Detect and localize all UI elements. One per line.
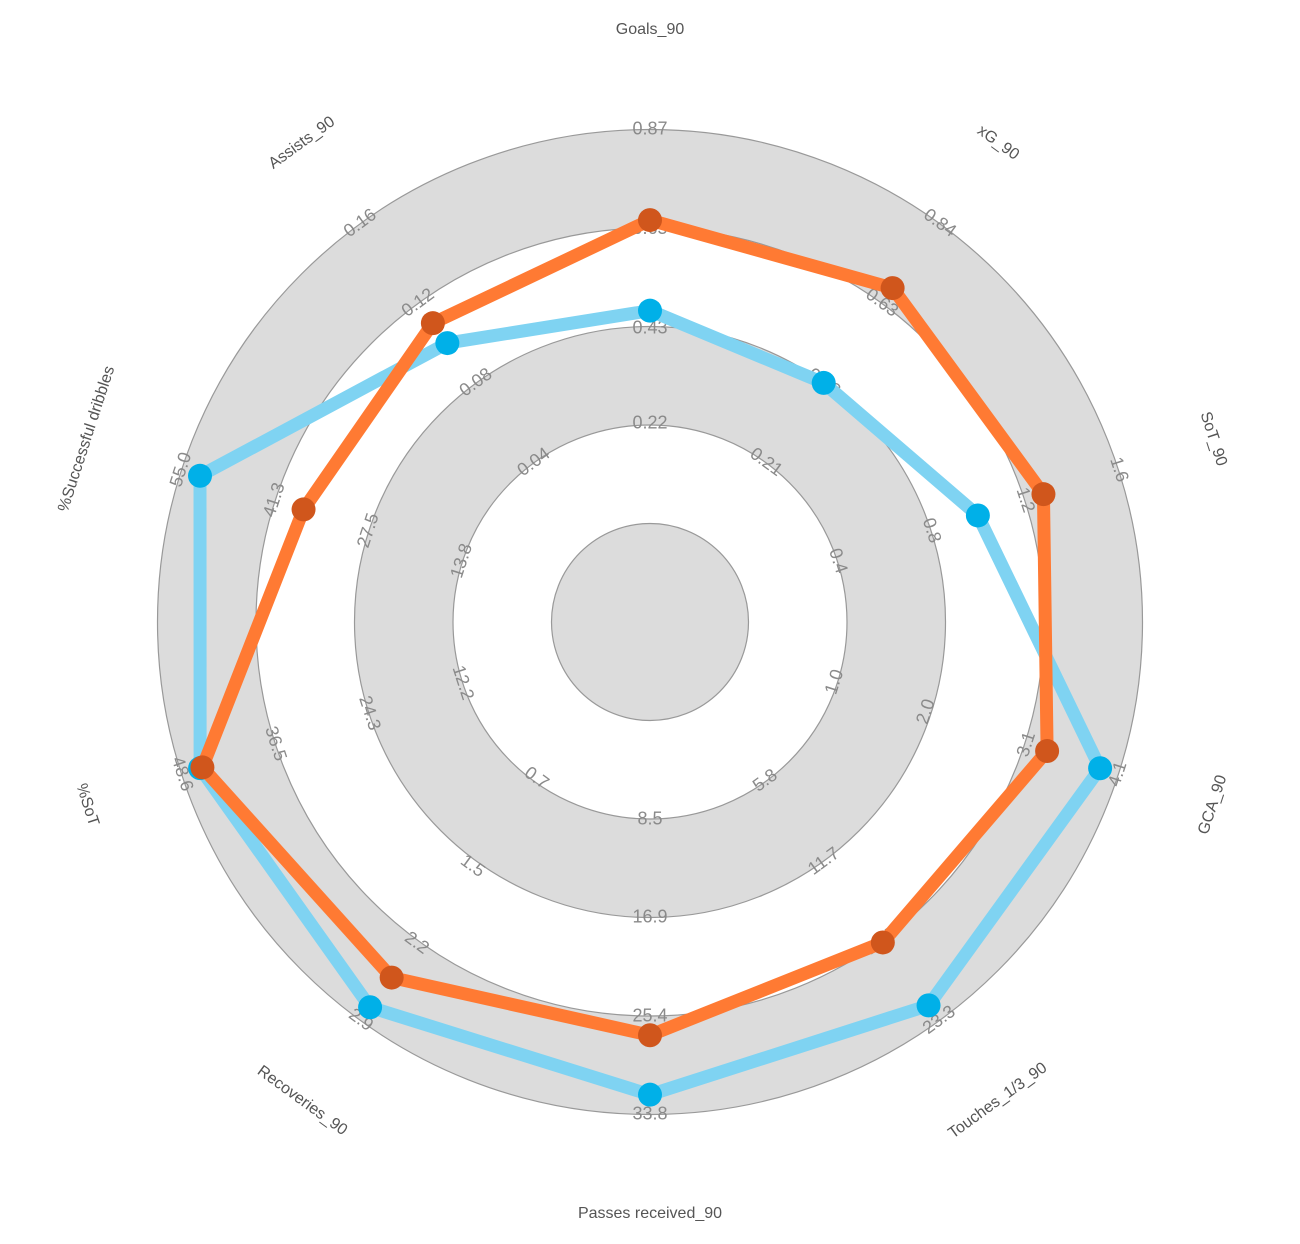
point (1088, 756, 1113, 781)
point (190, 755, 215, 780)
point (880, 276, 905, 301)
point (811, 370, 836, 395)
point (358, 995, 383, 1020)
tick-label: 0.87 (632, 118, 667, 138)
point (965, 503, 990, 528)
axis-label: %Successful dribbles (55, 364, 118, 514)
point (435, 331, 460, 356)
tick-label: 16.9 (632, 906, 667, 926)
point (870, 930, 895, 955)
point (187, 463, 212, 488)
axis-label: SoT_90 (1197, 410, 1231, 469)
point (1035, 739, 1060, 764)
point (638, 1023, 662, 1048)
tick-label: 0.43 (632, 318, 667, 338)
point (379, 965, 404, 990)
axis-label: Passes received_90 (578, 1205, 722, 1222)
point (638, 298, 662, 323)
ring (550, 522, 750, 722)
point (638, 208, 662, 233)
axis-label: xG_90 (974, 122, 1022, 164)
point (916, 993, 941, 1018)
point (638, 1082, 662, 1107)
axis-label: %SoT (72, 782, 102, 829)
axis-label: GCA_90 (1195, 773, 1230, 837)
axis-label: Touches_1/3_90 (945, 1059, 1050, 1142)
axis-label: Goals_90 (616, 21, 685, 38)
tick-label: 33.8 (632, 1103, 667, 1123)
point (291, 497, 316, 522)
axis-label: Recoveries_90 (254, 1062, 350, 1139)
tick-label: 25.4 (632, 1005, 667, 1025)
tick-label: 0.22 (632, 413, 667, 433)
tick-label: 8.5 (637, 808, 662, 828)
axis-label: Assists_90 (266, 113, 339, 172)
point (420, 311, 445, 336)
point (1031, 482, 1056, 507)
